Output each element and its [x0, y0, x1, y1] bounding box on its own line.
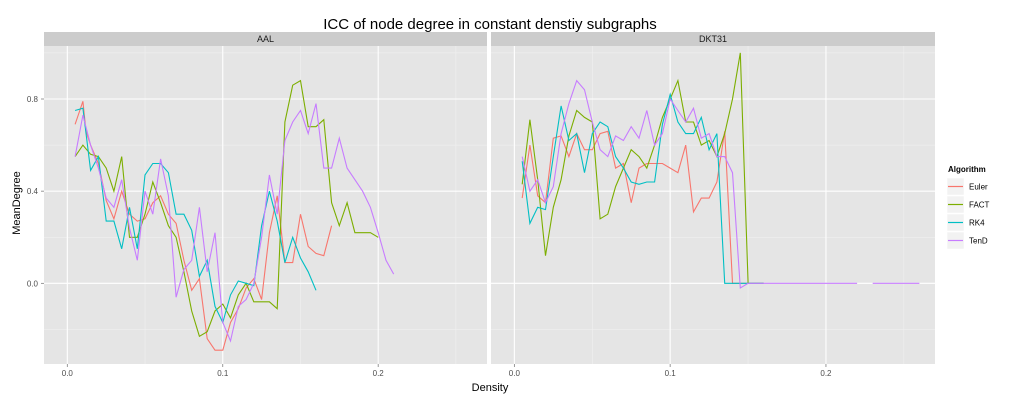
legend-label-fact: FACT [969, 201, 990, 210]
series-line-rk4 [74, 107, 317, 325]
facet-strip-label: AAL [257, 34, 274, 44]
x-axis-title: Density [472, 382, 509, 394]
x-tick-label: 0.0 [509, 369, 521, 378]
series-line-tend [521, 79, 858, 289]
x-tick-label: 0.2 [373, 369, 385, 378]
legend: Algorithm Euler FACT RK4 TenD [946, 165, 990, 250]
series-line-tend [74, 103, 395, 343]
facet-panel-aal: AAL 0.0 0.1 0.2 0.0 0.4 0.8 [27, 32, 487, 378]
x-tick-label: 0.1 [665, 369, 677, 378]
facet-panel-dkt31: DKT31 0.0 0.1 0.2 [491, 32, 935, 378]
facet-strip [44, 32, 487, 46]
facet-strip [491, 32, 935, 46]
legend-label-euler: Euler [969, 183, 988, 192]
y-axis-title: MeanDegree [11, 171, 23, 235]
legend-title: Algorithm [948, 165, 986, 174]
x-tick-label: 0.1 [217, 369, 229, 378]
legend-label-rk4: RK4 [969, 219, 985, 228]
y-tick-label: 0.4 [27, 187, 39, 196]
series-line-rk4 [521, 92, 764, 284]
chart-title: ICC of node degree in constant denstiy s… [323, 16, 657, 33]
legend-label-tend: TenD [969, 237, 988, 246]
y-tick-label: 0.8 [27, 95, 39, 104]
series-line-fact [74, 79, 379, 338]
x-tick-label: 0.2 [820, 369, 832, 378]
facet-strip-label: DKT31 [699, 34, 727, 44]
series-line-euler [521, 130, 764, 284]
y-tick-label: 0.0 [27, 279, 39, 288]
plot-background [491, 46, 935, 364]
x-tick-label: 0.0 [62, 369, 74, 378]
